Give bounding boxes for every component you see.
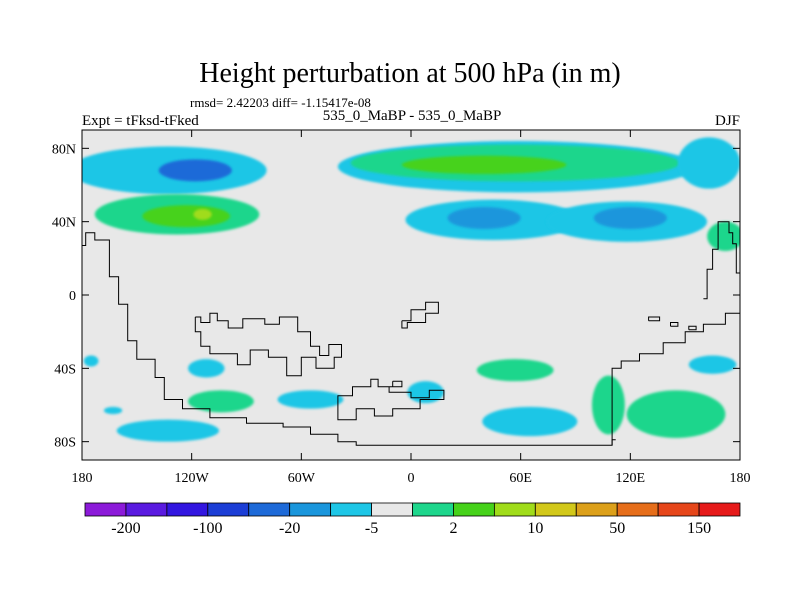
coastline-1 xyxy=(194,312,342,377)
contour-region-4 xyxy=(401,155,567,174)
colorbar-label-2: -20 xyxy=(279,520,300,537)
contour-region-14 xyxy=(188,359,225,378)
contour-region-5 xyxy=(677,137,740,189)
chart-subtitle: rmsd= 2.42203 diff= -1.15417e-08 xyxy=(190,95,371,110)
colorbar-label-5: 10 xyxy=(527,520,543,537)
coastline-7 xyxy=(670,322,679,327)
x-tick-label-6: 180 xyxy=(730,471,751,486)
contour-region-22 xyxy=(626,390,726,438)
colorbar-label-6: 50 xyxy=(609,520,625,537)
season-label: DJF xyxy=(715,113,740,129)
colorbar-swatch-0 xyxy=(84,502,127,517)
contour-fills xyxy=(82,137,740,442)
colorbar-swatch-11 xyxy=(534,502,577,517)
x-tick-label-1: 120W xyxy=(175,471,210,486)
x-tick-label-2: 60W xyxy=(288,471,316,486)
coastline-0 xyxy=(82,232,616,446)
coastlines xyxy=(82,221,740,446)
colorbar-label-3: -5 xyxy=(365,520,378,537)
contour-region-18 xyxy=(476,359,554,382)
colorbar-swatch-2 xyxy=(166,502,209,517)
experiment-label: Expt = tFksd-tFked xyxy=(82,113,199,129)
colorbar-swatch-5 xyxy=(289,502,332,517)
case-label: 535_0_MaBP - 535_0_MaBP xyxy=(323,108,502,124)
colorbar-swatch-14 xyxy=(657,502,700,517)
coastline-6 xyxy=(648,316,661,322)
coastline-5 xyxy=(703,221,740,300)
x-tick-label-4: 60E xyxy=(509,471,532,486)
y-tick-label-0: 80N xyxy=(52,142,76,157)
axis-ticks: 180 120W 60W 0 60E 120E 180 80N 40N 0 40S 80S xyxy=(52,130,751,486)
contour-region-23 xyxy=(688,355,737,374)
colorbar: -200 -100 -20 -5 2 10 50 150 xyxy=(84,502,741,537)
y-tick-label-3: 40S xyxy=(54,362,76,377)
x-tick-label-3: 0 xyxy=(408,471,415,486)
coastline-3 xyxy=(337,378,445,421)
colorbar-swatch-8 xyxy=(412,502,454,517)
contour-region-25 xyxy=(103,406,123,415)
contour-region-24 xyxy=(83,355,99,367)
contour-region-20 xyxy=(482,406,578,437)
y-tick-label-2: 0 xyxy=(69,289,76,304)
contour-region-10 xyxy=(447,207,521,229)
colorbar-swatch-7 xyxy=(371,502,413,517)
colorbar-label-0: -200 xyxy=(111,520,140,537)
colorbar-swatch-12 xyxy=(575,502,618,517)
contour-region-7 xyxy=(142,205,231,228)
x-tick-label-5: 120E xyxy=(616,471,646,486)
contour-region-8 xyxy=(193,208,212,220)
colorbar-swatch-3 xyxy=(207,502,250,517)
colorbar-label-1: -100 xyxy=(193,520,222,537)
colorbar-swatch-15 xyxy=(698,502,741,517)
colorbar-swatch-9 xyxy=(453,502,495,517)
contour-region-19 xyxy=(116,419,220,442)
colorbar-label-4: 2 xyxy=(449,520,457,537)
chart-title: Height perturbation at 500 hPa (in m) xyxy=(199,58,620,89)
colorbar-swatch-4 xyxy=(248,502,291,517)
coastline-2 xyxy=(401,301,439,329)
coastline-4 xyxy=(611,312,740,446)
contour-region-13 xyxy=(707,221,740,251)
colorbar-swatch-10 xyxy=(493,502,536,517)
y-tick-label-4: 80S xyxy=(54,436,76,451)
contour-region-16 xyxy=(277,390,344,409)
contour-region-21 xyxy=(591,375,625,435)
colorbar-swatch-1 xyxy=(125,502,168,517)
contour-region-1 xyxy=(158,159,232,182)
y-tick-label-1: 40N xyxy=(52,216,76,231)
map-plot-area: 180 120W 60W 0 60E 120E 180 80N 40N 0 40S 80S xyxy=(52,129,751,486)
colorbar-swatch-13 xyxy=(616,502,659,517)
colorbar-swatch-6 xyxy=(330,502,372,517)
colorbar-label-7: 150 xyxy=(687,520,711,537)
x-tick-label-0: 180 xyxy=(72,471,93,486)
contour-region-15 xyxy=(188,390,254,413)
coastline-8 xyxy=(688,325,697,331)
contour-region-12 xyxy=(593,207,667,229)
